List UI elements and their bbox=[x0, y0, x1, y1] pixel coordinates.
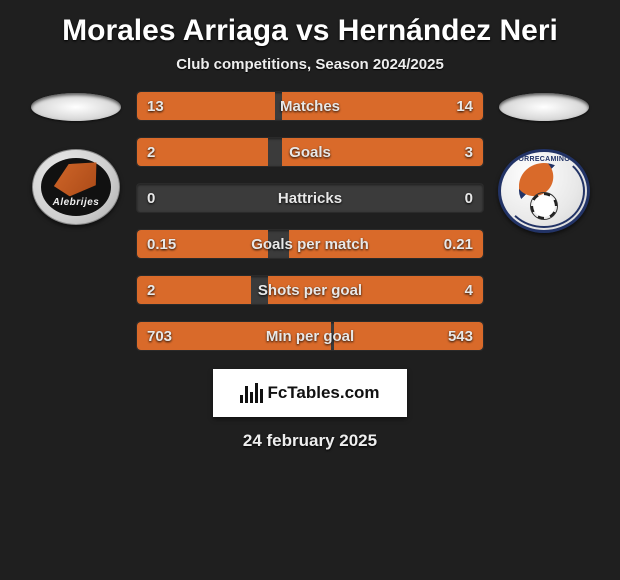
stats-list: 13Matches142Goals30Hattricks00.15Goals p… bbox=[136, 91, 484, 351]
stat-value-right: 543 bbox=[423, 328, 483, 345]
main-row: Alebrijes 13Matches142Goals30Hattricks00… bbox=[0, 91, 620, 351]
stat-value-left: 703 bbox=[137, 328, 197, 345]
right-team-name: CORRECAMINOS bbox=[501, 156, 587, 163]
stat-value-left: 0.15 bbox=[137, 236, 197, 253]
stat-label: Hattricks bbox=[197, 190, 423, 207]
page-title: Morales Arriaga vs Hernández Neri bbox=[62, 14, 558, 48]
stat-label: Goals bbox=[197, 144, 423, 161]
left-disc-icon bbox=[31, 93, 121, 121]
date: 24 february 2025 bbox=[243, 431, 377, 451]
stat-value-left: 0 bbox=[137, 190, 197, 207]
stat-row: 0.15Goals per match0.21 bbox=[136, 229, 484, 259]
stat-value-left: 2 bbox=[137, 144, 197, 161]
stat-label: Goals per match bbox=[197, 236, 423, 253]
stat-label: Matches bbox=[197, 98, 423, 115]
stat-value-right: 14 bbox=[423, 98, 483, 115]
stat-value-right: 0 bbox=[423, 190, 483, 207]
left-team-name: Alebrijes bbox=[33, 197, 119, 208]
stat-row: 13Matches14 bbox=[136, 91, 484, 121]
left-team-col: Alebrijes bbox=[16, 91, 136, 225]
right-disc-icon bbox=[499, 93, 589, 121]
stat-value-left: 2 bbox=[137, 282, 197, 299]
stat-value-left: 13 bbox=[137, 98, 197, 115]
stat-label: Min per goal bbox=[197, 328, 423, 345]
stat-row: 0Hattricks0 bbox=[136, 183, 484, 213]
stat-row: 703Min per goal543 bbox=[136, 321, 484, 351]
stat-value-right: 4 bbox=[423, 282, 483, 299]
stat-row: 2Shots per goal4 bbox=[136, 275, 484, 305]
comparison-widget: Morales Arriaga vs Hernández Neri Club c… bbox=[0, 0, 620, 451]
subtitle: Club competitions, Season 2024/2025 bbox=[176, 56, 444, 73]
stat-row: 2Goals3 bbox=[136, 137, 484, 167]
brand-box[interactable]: FcTables.com bbox=[213, 369, 407, 417]
right-team-badge: CORRECAMINOS bbox=[498, 149, 590, 233]
stat-label: Shots per goal bbox=[197, 282, 423, 299]
stat-value-right: 3 bbox=[423, 144, 483, 161]
right-team-col: CORRECAMINOS bbox=[484, 91, 604, 233]
left-team-badge: Alebrijes bbox=[32, 149, 120, 225]
bar-chart-icon bbox=[240, 383, 263, 403]
brand-text: FcTables.com bbox=[267, 383, 379, 403]
stat-value-right: 0.21 bbox=[423, 236, 483, 253]
